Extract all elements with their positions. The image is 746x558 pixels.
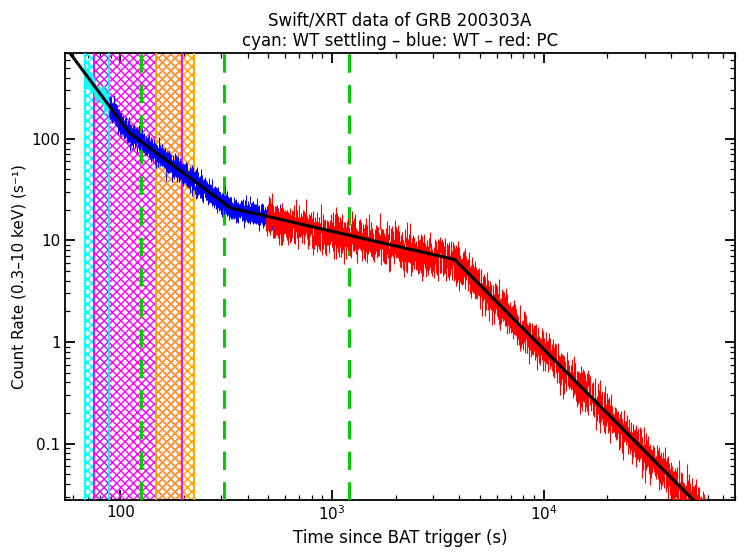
Bar <box>157 0 194 530</box>
Bar <box>94 0 182 530</box>
X-axis label: Time since BAT trigger (s): Time since BAT trigger (s) <box>293 529 507 547</box>
Title: Swift/XRT data of GRB 200303A
cyan: WT settling – blue: WT – red: PC: Swift/XRT data of GRB 200303A cyan: WT s… <box>242 11 558 50</box>
Y-axis label: Count Rate (0.3–10 keV) (s⁻¹): Count Rate (0.3–10 keV) (s⁻¹) <box>11 164 26 389</box>
Bar <box>85 0 109 530</box>
